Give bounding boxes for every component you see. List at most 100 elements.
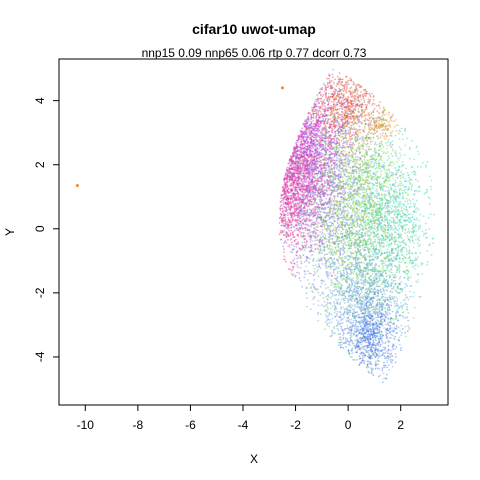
scatter-point	[340, 187, 343, 190]
scatter-point	[312, 162, 314, 164]
scatter-point	[314, 193, 317, 196]
scatter-point	[307, 136, 310, 139]
scatter-point	[293, 263, 296, 265]
scatter-point	[314, 148, 317, 150]
scatter-point	[304, 163, 306, 166]
scatter-point	[309, 189, 312, 192]
scatter-point	[293, 151, 296, 153]
scatter-point	[296, 261, 298, 263]
scatter-point	[304, 124, 307, 127]
scatter-point	[287, 172, 290, 174]
scatter-point	[306, 195, 309, 198]
scatter-point	[307, 142, 309, 145]
scatter-point	[342, 137, 345, 140]
scatter-point	[292, 265, 295, 268]
scatter-point	[298, 184, 301, 187]
scatter-point	[317, 131, 320, 134]
scatter-point	[310, 237, 312, 240]
scatter-point	[304, 227, 306, 230]
scatter-point	[302, 245, 304, 248]
scatter-point	[348, 110, 351, 113]
scatter-point	[293, 161, 296, 163]
scatter-point	[347, 83, 350, 86]
scatter-point	[310, 122, 312, 124]
scatter-point	[337, 78, 340, 81]
scatter-point	[285, 236, 288, 239]
scatter-point	[305, 119, 308, 122]
scatter-point	[310, 214, 312, 217]
scatter-point	[295, 143, 298, 146]
scatter-point	[307, 172, 309, 175]
scatter-point	[297, 191, 299, 194]
scatter-point	[286, 209, 289, 212]
scatter-point	[284, 224, 287, 227]
scatter-point	[292, 151, 295, 154]
scatter-point	[282, 209, 285, 212]
scatter-point	[328, 77, 330, 80]
scatter-point	[289, 159, 292, 162]
scatter-point	[395, 130, 398, 133]
scatter-point	[289, 164, 291, 167]
scatter-point	[300, 201, 303, 204]
scatter-point	[286, 203, 288, 206]
scatter-point	[329, 291, 332, 294]
scatter-point	[307, 112, 310, 115]
scatter-point	[369, 96, 372, 98]
scatter-point	[392, 173, 395, 176]
scatter-point	[300, 167, 303, 170]
scatter-point	[290, 224, 293, 227]
scatter-point	[283, 248, 285, 251]
scatter-point	[288, 243, 291, 246]
scatter-point	[329, 217, 332, 220]
scatter-point	[346, 141, 349, 144]
scatter-point	[375, 144, 378, 146]
scatter-point	[329, 140, 332, 143]
scatter-point	[333, 290, 336, 292]
scatter-point	[313, 230, 316, 233]
scatter-point	[336, 75, 339, 78]
scatter-point	[316, 189, 318, 192]
scatter-point	[325, 303, 328, 306]
scatter-point	[345, 81, 347, 84]
scatter-point	[285, 242, 288, 244]
scatter-point	[344, 129, 347, 132]
scatter-point	[324, 145, 327, 147]
scatter-point	[306, 185, 308, 188]
scatter-point	[294, 275, 297, 278]
scatter-point	[292, 161, 294, 164]
scatter-point	[309, 212, 311, 214]
scatter-point	[310, 200, 313, 203]
scatter-point	[320, 233, 323, 235]
scatter-point	[321, 153, 324, 156]
scatter-point	[316, 270, 318, 273]
scatter-point	[310, 179, 313, 182]
scatter-point	[334, 155, 336, 157]
scatter-point	[284, 175, 287, 177]
scatter-point	[339, 209, 341, 212]
scatter-point	[289, 185, 291, 187]
scatter-point	[306, 198, 309, 201]
scatter-point	[304, 191, 307, 194]
scatter-point	[337, 262, 340, 265]
scatter-point	[389, 116, 392, 119]
scatter-point	[301, 170, 303, 173]
scatter-point	[294, 218, 297, 221]
scatter-point	[294, 198, 297, 201]
scatter-point	[323, 209, 326, 211]
scatter-point	[358, 125, 361, 128]
scatter-point	[345, 101, 347, 104]
scatter-point	[342, 206, 345, 209]
scatter-point	[282, 245, 285, 248]
scatter-point	[352, 81, 355, 83]
scatter-point	[285, 211, 288, 213]
scatter-point	[347, 79, 349, 82]
scatter-point	[370, 201, 372, 204]
scatter-point	[370, 238, 373, 241]
scatter-point	[304, 229, 307, 231]
scatter-point	[299, 165, 301, 168]
scatter-point	[345, 228, 348, 231]
scatter-point	[291, 231, 294, 233]
scatter-point	[310, 152, 313, 155]
scatter-point	[287, 233, 289, 236]
scatter-point	[290, 269, 293, 272]
